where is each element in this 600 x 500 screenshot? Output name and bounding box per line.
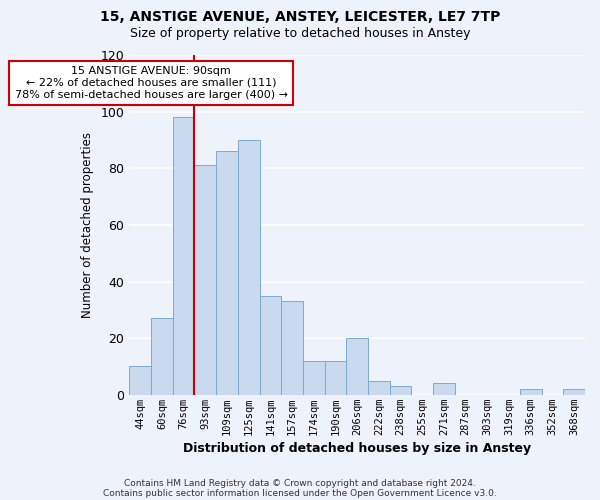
Bar: [303, 361, 325, 395]
Bar: [216, 152, 238, 395]
Y-axis label: Number of detached properties: Number of detached properties: [80, 132, 94, 318]
Bar: [390, 386, 412, 395]
Bar: [151, 318, 173, 395]
Bar: [520, 389, 542, 395]
Text: 15 ANSTIGE AVENUE: 90sqm
← 22% of detached houses are smaller (111)
78% of semi-: 15 ANSTIGE AVENUE: 90sqm ← 22% of detach…: [14, 66, 287, 100]
Bar: [346, 338, 368, 395]
Text: Contains public sector information licensed under the Open Government Licence v3: Contains public sector information licen…: [103, 488, 497, 498]
Bar: [260, 296, 281, 395]
Bar: [281, 302, 303, 395]
Bar: [325, 361, 346, 395]
Text: Contains HM Land Registry data © Crown copyright and database right 2024.: Contains HM Land Registry data © Crown c…: [124, 478, 476, 488]
Bar: [368, 380, 390, 395]
Bar: [238, 140, 260, 395]
Bar: [173, 118, 194, 395]
Bar: [433, 384, 455, 395]
Bar: [194, 166, 216, 395]
Bar: [130, 366, 151, 395]
X-axis label: Distribution of detached houses by size in Anstey: Distribution of detached houses by size …: [183, 442, 531, 455]
Text: Size of property relative to detached houses in Anstey: Size of property relative to detached ho…: [130, 28, 470, 40]
Text: 15, ANSTIGE AVENUE, ANSTEY, LEICESTER, LE7 7TP: 15, ANSTIGE AVENUE, ANSTEY, LEICESTER, L…: [100, 10, 500, 24]
Bar: [563, 389, 585, 395]
